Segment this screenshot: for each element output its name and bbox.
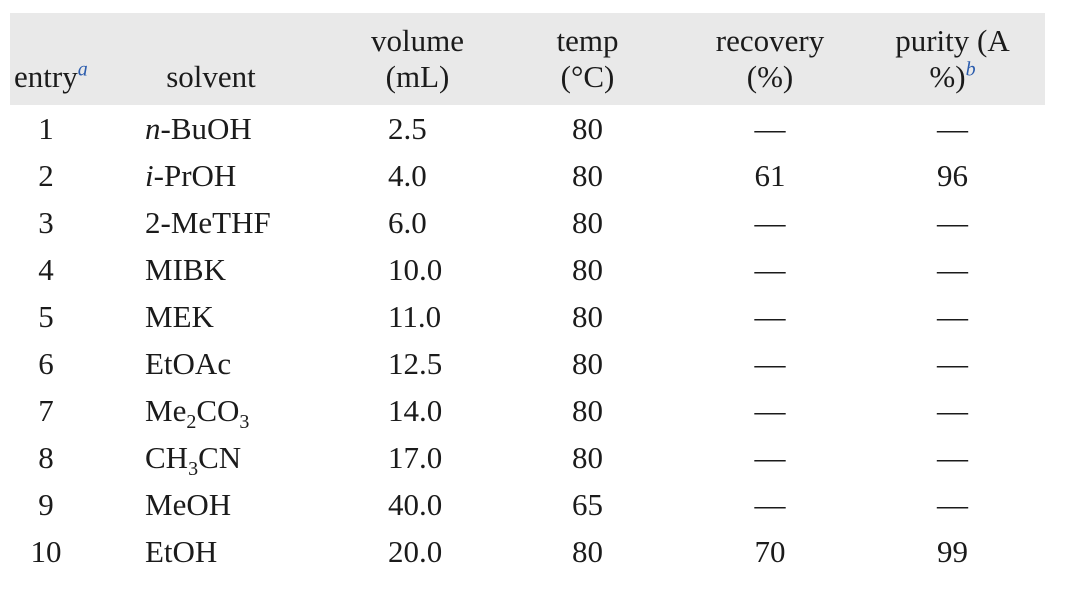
cell-recovery: — <box>754 439 786 475</box>
cell-entry: 8 <box>38 439 54 475</box>
cell-purity: — <box>937 204 968 240</box>
cell-entry: 1 <box>38 110 54 146</box>
header-temp-line2: (°C) <box>560 59 615 94</box>
cell-recovery: — <box>754 486 786 522</box>
cell-volume: 17.0 <box>388 439 443 475</box>
cell-recovery: — <box>754 298 786 334</box>
cell-recovery: 61 <box>754 157 786 193</box>
header-solvent-label: solvent <box>166 59 256 94</box>
table-row: 4 MIBK 10.0 80 — — <box>10 246 1045 293</box>
cell-temp: 80 <box>572 110 603 146</box>
table-header: entrya solvent volume (mL) temp (°C) recov… <box>10 13 1045 105</box>
cell-purity: 99 <box>937 533 968 569</box>
cell-entry: 7 <box>38 392 54 428</box>
cell-solvent: CH3CN <box>145 439 242 480</box>
cell-temp: 80 <box>572 204 603 240</box>
cell-temp: 65 <box>572 486 603 522</box>
table-row: 6 EtOAc 12.5 80 — — <box>10 340 1045 387</box>
table-row: 9 MeOH 40.0 65 — — <box>10 481 1045 528</box>
table-row: 1 n-BuOH 2.5 80 — — <box>10 105 1045 152</box>
cell-temp: 80 <box>572 392 603 428</box>
cell-solvent: 2-MeTHF <box>145 204 271 240</box>
header-volume-line1: volume <box>371 23 464 58</box>
cell-volume: 10.0 <box>388 251 443 287</box>
header-purity-line2-text: %) <box>929 59 966 94</box>
cell-solvent: EtOAc <box>145 345 232 381</box>
cell-solvent: MEK <box>145 298 214 334</box>
footnote-marker-b: b <box>965 58 976 81</box>
cell-solvent: MeOH <box>145 486 232 522</box>
cell-recovery: — <box>754 392 786 428</box>
cell-solvent: MIBK <box>145 251 226 287</box>
cell-volume: 14.0 <box>388 392 443 428</box>
cell-entry: 2 <box>38 157 54 193</box>
column-header-purity: purity (A %)b <box>860 13 1045 105</box>
cell-recovery: — <box>754 345 786 381</box>
header-volume-line2: (mL) <box>385 59 450 94</box>
header-purity-line1: purity (A <box>895 23 1010 58</box>
header-recovery-line1: recovery <box>715 23 825 58</box>
cell-volume: 40.0 <box>388 486 443 522</box>
footnote-marker-a: a <box>77 58 88 81</box>
cell-temp: 80 <box>572 439 603 475</box>
cell-solvent: Me2CO3 <box>145 392 250 433</box>
cell-entry: 5 <box>38 298 54 334</box>
cell-recovery: — <box>754 204 786 240</box>
cell-recovery: 70 <box>754 533 786 569</box>
cell-temp: 80 <box>572 157 603 193</box>
cell-purity: — <box>937 486 968 522</box>
table-row: 3 2-MeTHF 6.0 80 — — <box>10 199 1045 246</box>
cell-purity: — <box>937 439 968 475</box>
cell-solvent: i-PrOH <box>145 157 237 193</box>
column-header-solvent: solvent <box>82 13 340 105</box>
cell-purity: 96 <box>937 157 968 193</box>
cell-purity: — <box>937 392 968 428</box>
header-temp-line1: temp <box>556 23 619 58</box>
cell-entry: 6 <box>38 345 54 381</box>
cell-purity: — <box>937 110 968 146</box>
cell-temp: 80 <box>572 251 603 287</box>
cell-entry: 3 <box>38 204 54 240</box>
table-row: 5 MEK 11.0 80 — — <box>10 293 1045 340</box>
cell-recovery: — <box>754 251 786 287</box>
cell-temp: 80 <box>572 345 603 381</box>
cell-volume: 6.0 <box>388 204 427 240</box>
cell-solvent: n-BuOH <box>145 110 252 146</box>
cell-entry: 10 <box>30 533 62 569</box>
cell-entry: 9 <box>38 486 54 522</box>
table-body: 1 n-BuOH 2.5 80— —2 i-PrOH 4.0 80 61 96 3 2-MeTHF 6.… <box>10 105 1045 575</box>
cell-purity: — <box>937 251 968 287</box>
table-row: 8 CH3CN 17.0 80 — — <box>10 434 1045 481</box>
table-row: 7 Me2CO3 14.0 80 — — <box>10 387 1045 434</box>
cell-volume: 12.5 <box>388 345 443 381</box>
cell-solvent: EtOH <box>145 533 218 569</box>
cell-temp: 80 <box>572 298 603 334</box>
header-row: entrya solvent volume (mL) temp (°C) recov… <box>10 13 1045 105</box>
solvent-screening-table: entrya solvent volume (mL) temp (°C) recov… <box>10 13 1045 575</box>
cell-temp: 80 <box>572 533 603 569</box>
header-purity-line2: %)b <box>860 59 1045 95</box>
cell-volume: 20.0 <box>388 533 443 569</box>
column-header-entry: entrya <box>10 13 88 105</box>
table-row: 2 i-PrOH 4.0 80 61 96 <box>10 152 1045 199</box>
column-header-temp: temp (°C) <box>495 13 680 105</box>
cell-volume: 11.0 <box>388 298 442 334</box>
header-recovery-line2: (%) <box>746 59 794 94</box>
cell-volume: 4.0 <box>388 157 427 193</box>
cell-entry: 4 <box>38 251 54 287</box>
column-header-volume: volume (mL) <box>340 13 495 105</box>
cell-recovery: — <box>754 110 786 146</box>
header-entry-label: entry <box>14 59 78 94</box>
cell-volume: 2.5 <box>388 110 427 146</box>
table-row: 10 EtOH 20.0 80 70 99 <box>10 528 1045 575</box>
column-header-recovery: recovery (%) <box>680 13 860 105</box>
cell-purity: — <box>937 298 968 334</box>
cell-purity: — <box>937 345 968 381</box>
